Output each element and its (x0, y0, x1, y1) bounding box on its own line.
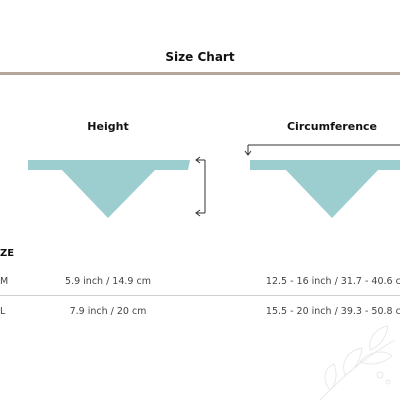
size-table: M 5.9 inch / 14.9 cm 12.5 - 16 inch / 31… (0, 266, 400, 325)
table-row: M 5.9 inch / 14.9 cm 12.5 - 16 inch / 31… (0, 266, 400, 296)
circumference-cell: 15.5 - 20 inch / 39.3 - 50.8 cm (265, 306, 400, 317)
height-cell: 5.9 inch / 14.9 cm (65, 276, 151, 287)
circumference-label: Circumference (286, 120, 378, 133)
size-cell: M (0, 276, 9, 287)
circumference-cell: 12.5 - 16 inch / 31.7 - 40.6 cm (265, 276, 400, 287)
height-label: Height (87, 120, 129, 133)
bandana-shape-circumference (250, 160, 400, 218)
floral-decoration-icon (319, 325, 396, 400)
table-row: L 7.9 inch / 20 cm 15.5 - 20 inch / 39.3… (0, 296, 400, 325)
circumference-arrow-icon (244, 144, 400, 156)
size-column-header: ZE (0, 248, 15, 259)
divider-line (0, 72, 400, 75)
bandana-diagram (28, 144, 400, 218)
size-cell: L (0, 306, 6, 317)
size-chart-title: Size Chart (165, 50, 235, 64)
height-arrow-icon (195, 156, 206, 217)
bandana-shape-height (28, 160, 190, 218)
height-cell: 7.9 inch / 20 cm (69, 306, 147, 317)
divider-bar (0, 72, 400, 75)
